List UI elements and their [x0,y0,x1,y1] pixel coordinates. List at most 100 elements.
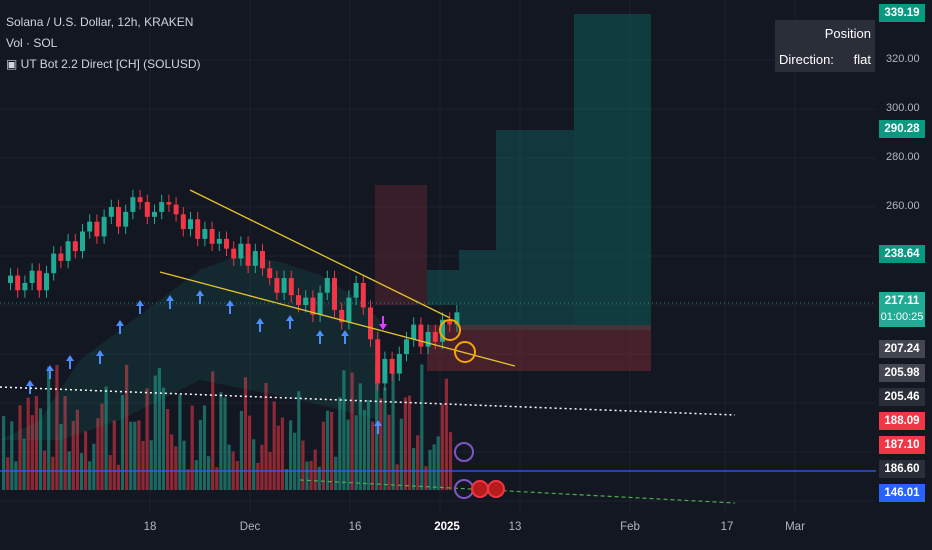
volume-bar [174,446,178,490]
volume-bar [412,447,416,490]
volume-bar [444,378,448,490]
candle-body [65,241,71,261]
volume-bar [149,440,153,490]
signal-circle [454,341,476,363]
volume-bar [293,432,297,490]
sell-arrow [379,316,387,330]
candle-body [108,207,114,217]
volume-bar [108,455,112,490]
volume-bar [342,370,346,490]
candle-body [346,297,352,323]
x-tick-label: 17 [720,521,734,533]
candle-body [389,358,395,374]
long-zone [574,14,651,330]
candle-body [238,243,244,259]
price-tag: 205.46 [879,388,925,406]
volume-bar [248,415,252,490]
candle-body [8,275,13,283]
candle-body [396,354,402,374]
candle-body [260,251,265,269]
volume-bar [297,391,301,490]
volume-bar [420,364,424,490]
volume-bar [256,462,260,490]
volume-bar [84,431,88,490]
volume-bar [375,362,379,490]
volume-bar [170,434,174,490]
volume-bar [104,386,108,490]
volume-bar [260,444,264,490]
volume-bar [436,436,440,490]
volume-bar [75,409,79,490]
buy-arrow [196,290,204,304]
candle-body [303,297,309,305]
buy-arrow [46,365,54,379]
x-tick-label: 13 [508,521,522,533]
volume-bar [334,456,338,490]
volume-bar [235,461,239,490]
volume-bar [92,443,96,490]
volume-bar [112,420,116,490]
volume-bar [395,464,399,490]
candle-body [116,207,121,227]
ut-bot-indicator-label[interactable]: ▣ UT Bot 2.2 Direct [CH] (SOLUSD) [6,54,201,75]
economic-event-flag [471,480,489,498]
volume-bar [207,456,211,490]
volume-bar [350,372,354,490]
candle-body [51,253,57,274]
volume-bar [47,366,51,490]
candle-body [274,278,280,293]
price-tag: 290.28 [879,120,925,138]
candle-body [36,270,42,291]
volume-bar [243,377,248,490]
candle-body [360,282,366,308]
candle-body [454,312,460,325]
candle-body [58,253,64,261]
indicator-icon: ▣ [6,57,21,71]
volume-bar [354,415,358,490]
price-tag: 207.24 [879,340,925,358]
candle-body [94,221,100,237]
volume-indicator-label[interactable]: Vol · SOL [6,36,58,50]
buy-arrow [66,355,74,369]
x-tick-label: 16 [348,521,362,533]
y-tick-label: 320.00 [886,53,920,65]
volume-bar [145,388,149,490]
volume-bar [358,383,362,490]
volume-bar [301,440,305,490]
volume-bar [399,418,403,490]
signal-circle [439,319,461,341]
volume-bar [22,438,26,490]
candle-body [281,278,287,293]
grid [0,0,876,512]
volume-bar [34,396,38,490]
x-tick-label: 2025 [434,521,460,533]
buy-arrow [286,315,294,329]
volume-bar [2,416,6,490]
candle-body [15,275,21,291]
volume-bar [387,414,391,490]
misc-lines [0,302,876,504]
volume-bar [18,405,22,490]
candle-body [144,202,150,217]
volume-bar [424,466,428,490]
volume-bar [227,444,231,490]
candle-body [44,273,49,291]
volume-bar [366,400,371,490]
symbol-title[interactable]: Solana / U.S. Dollar, 12h, KRAKEN [6,15,194,29]
buy-arrow [166,295,174,309]
volume-bar [428,449,432,490]
candles [8,189,460,391]
volume-bar [190,405,194,490]
buy-arrow [256,318,264,332]
volume-bar [6,457,10,490]
volume-bar [276,425,280,490]
volume-bar [325,410,330,490]
volume-bar [71,420,75,490]
candle-body [29,270,35,283]
candle-body [418,324,424,347]
candle-body [231,248,237,259]
volume-bar [305,461,309,490]
volume-bar [194,460,198,490]
candle-body [411,324,417,340]
